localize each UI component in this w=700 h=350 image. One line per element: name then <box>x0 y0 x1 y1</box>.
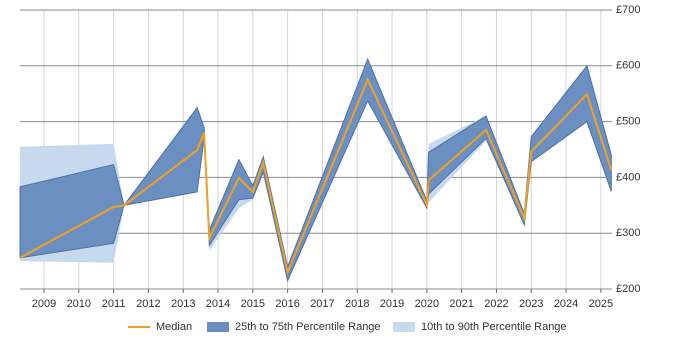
y-tick-label: £600 <box>616 60 640 72</box>
x-tick-label: 2015 <box>241 298 265 310</box>
x-tick-label: 2024 <box>554 298 578 310</box>
x-tick-label: 2017 <box>310 298 334 310</box>
y-tick-label: £400 <box>616 171 640 183</box>
legend-swatch <box>207 322 229 332</box>
legend-swatch <box>393 322 415 332</box>
x-tick-label: 2021 <box>449 298 473 310</box>
x-tick-label: 2009 <box>32 298 56 310</box>
x-tick-label: 2018 <box>345 298 369 310</box>
x-tick-label: 2013 <box>171 298 195 310</box>
y-tick-label: £500 <box>616 116 640 128</box>
x-tick-label: 2020 <box>415 298 439 310</box>
x-tick-label: 2012 <box>136 298 160 310</box>
x-tick-label: 2016 <box>275 298 299 310</box>
x-tick-label: 2019 <box>380 298 404 310</box>
x-tick-label: 2025 <box>589 298 613 310</box>
legend-label: 25th to 75th Percentile Range <box>235 321 381 333</box>
median-line <box>19 77 613 276</box>
legend-label: Median <box>156 321 192 333</box>
x-tick-label: 2011 <box>102 298 126 310</box>
y-tick-label: £300 <box>616 227 640 239</box>
x-tick-label: 2014 <box>206 298 230 310</box>
x-tick-label: 2022 <box>484 298 508 310</box>
x-tick-label: 2023 <box>519 298 543 310</box>
legend-label: 10th to 90th Percentile Range <box>421 321 567 333</box>
x-tick-label: 2010 <box>67 298 91 310</box>
range-area <box>19 57 612 283</box>
range-area <box>20 59 612 281</box>
y-tick-label: £700 <box>616 4 640 16</box>
y-tick-label: £200 <box>616 283 640 295</box>
